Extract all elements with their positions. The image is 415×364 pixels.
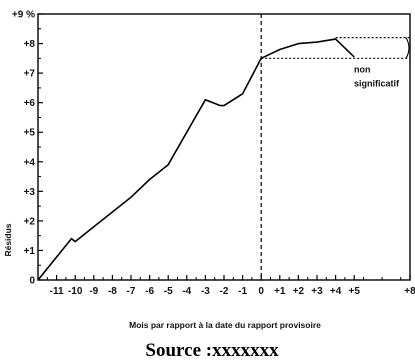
y-axis: 0 +1 +2 +3 +4 +5 +6 +7 +8 +9 % xyxy=(12,10,43,287)
y-tick-label: +2 xyxy=(24,216,36,227)
plot-area-border xyxy=(37,13,411,281)
source-caption: Source :xxxxxxx xyxy=(145,340,279,361)
x-tick-label: -9 xyxy=(89,286,98,297)
x-tick-label: -10 xyxy=(68,286,83,297)
plot-frame xyxy=(37,13,411,281)
series-line xyxy=(37,38,355,281)
x-tick-label: +3 xyxy=(311,286,323,297)
y-tick-label: +9 % xyxy=(12,10,35,21)
x-tick-label: +5 xyxy=(348,286,360,297)
y-tick-label: +5 xyxy=(24,128,36,139)
x-tick-label: +2 xyxy=(293,286,305,297)
x-tick-label: -1 xyxy=(238,286,247,297)
series-group xyxy=(37,38,355,281)
x-tick-label: -7 xyxy=(127,286,136,297)
x-tick-label: -11 xyxy=(50,286,64,297)
x-tick-label: -2 xyxy=(220,286,229,297)
x-axis-label: Mois par rapport à la date du rapport pr… xyxy=(129,320,321,330)
y-tick-label: +6 xyxy=(24,98,36,109)
x-tick-label: 0 xyxy=(258,286,264,297)
x-tick-label: -5 xyxy=(164,286,173,297)
y-axis-label: Résidus xyxy=(3,223,13,256)
y-tick-label: +1 xyxy=(24,246,36,257)
x-tick-label: -3 xyxy=(201,286,210,297)
y-tick-label: +7 xyxy=(24,69,36,80)
x-tick-label: +8 xyxy=(404,286,415,297)
x-tick-label: +1 xyxy=(274,286,286,297)
y-tick-label: +4 xyxy=(24,157,36,168)
annotation-group: non significatif xyxy=(261,37,410,88)
annotation-bracket xyxy=(405,37,410,59)
y-tick-label: +8 xyxy=(24,39,36,50)
x-axis: -11 -10 -9 -8 -7 -6 -5 -4 -3 -2 -1 0 +1 +2 +3 +4 +5 +8 xyxy=(46,275,415,297)
annotation-text: non xyxy=(354,64,371,74)
x-tick-label: +4 xyxy=(330,286,342,297)
x-tick-label: -8 xyxy=(108,286,117,297)
x-tick-label: -6 xyxy=(145,286,154,297)
annotation-text: significatif xyxy=(354,78,400,88)
y-tick-label: 0 xyxy=(29,276,35,287)
x-tick-label: -4 xyxy=(182,286,191,297)
y-tick-label: +3 xyxy=(24,187,36,198)
